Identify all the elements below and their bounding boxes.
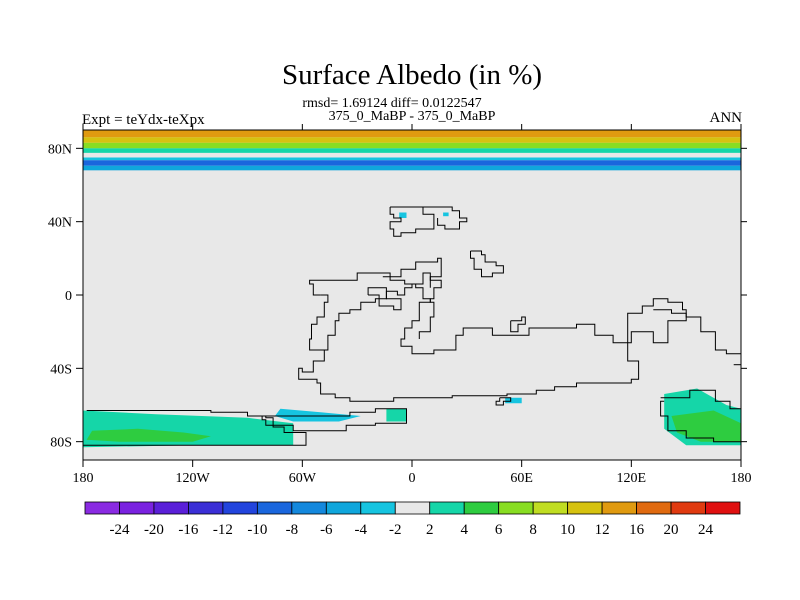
colorbar-label: -12 <box>213 522 233 538</box>
colorbar-swatch <box>567 501 603 515</box>
y-tick-label: 40S <box>50 362 72 377</box>
chart-title: Surface Albedo (in %) <box>282 59 542 91</box>
anomaly-region <box>671 410 741 442</box>
colorbar-swatch <box>119 501 155 515</box>
axis-tick-layer: 180 120W 60W 0 60E 120E 180 80N 40N 0 40S 80S <box>48 124 752 486</box>
colorbar-label: -2 <box>389 522 402 538</box>
colorbar-swatch <box>463 501 500 515</box>
colorbar-label: 16 <box>629 522 645 538</box>
coastline-layer <box>83 206 741 446</box>
colorbar-label: 8 <box>529 522 537 538</box>
latitude-band <box>83 160 741 166</box>
colorbar-label: 12 <box>595 522 610 538</box>
coastline <box>510 316 526 333</box>
latitude-band <box>83 165 741 171</box>
anomaly-region <box>274 408 361 422</box>
y-tick-label: 80N <box>48 142 72 157</box>
colorbar-swatch <box>429 501 465 515</box>
x-tick-label: 0 <box>409 471 416 486</box>
colorbar-swatch <box>256 501 293 515</box>
colorbar-swatch <box>291 501 327 515</box>
coastline <box>660 400 741 446</box>
colorbar-swatch <box>84 501 120 515</box>
coastline <box>382 257 442 288</box>
colorbar-swatch <box>394 501 431 515</box>
latitude-band <box>83 148 741 153</box>
anomaly-region <box>86 428 211 442</box>
colorbar-swatch <box>153 501 189 515</box>
colorbar-swatch <box>222 501 258 515</box>
colorbar-swatch <box>601 501 637 515</box>
latitude-band-layer <box>83 130 741 171</box>
coastline <box>653 309 741 355</box>
coastline <box>495 397 512 406</box>
coastline <box>367 287 402 311</box>
colorbar-swatch <box>188 501 224 515</box>
x-tick-label: 120E <box>617 471 647 486</box>
colorbar: -24 -20 -16 -12 -10 -8 -6 -4 -2 2 4 6 8 10 12 16 20 24 <box>84 501 741 538</box>
subtitle-text: 375_0_MaBP - 375_0_MaBP <box>329 109 496 124</box>
plot-background <box>83 130 741 460</box>
anomaly-region <box>386 408 407 422</box>
coastline <box>389 206 435 237</box>
colorbar-swatch <box>670 501 706 515</box>
coastline <box>412 206 468 230</box>
colorbar-swatch <box>532 501 569 515</box>
anomaly-region <box>399 212 407 218</box>
y-tick-label: 80S <box>50 436 72 451</box>
coastline <box>660 389 741 413</box>
colorbar-label: 20 <box>664 522 679 538</box>
colorbar-label: 4 <box>460 522 468 538</box>
colorbar-label: -20 <box>144 522 164 538</box>
latitude-band <box>83 152 741 158</box>
coastline <box>470 250 504 278</box>
colorbar-label: -4 <box>355 522 368 538</box>
x-tick-label: 180 <box>73 471 94 486</box>
colorbar-swatch <box>636 501 672 515</box>
colorbar-swatch <box>360 501 396 515</box>
x-tick-label: 60W <box>289 471 317 486</box>
latitude-band <box>83 130 741 138</box>
colorbar-label: -24 <box>109 522 129 538</box>
colorbar-label: 6 <box>495 522 503 538</box>
coastline <box>83 410 307 446</box>
coastline <box>261 408 407 432</box>
colorbar-label: 2 <box>426 522 434 538</box>
plot-area <box>82 129 742 461</box>
y-tick-label: 40N <box>48 216 72 231</box>
colorbar-swatch <box>498 501 534 515</box>
season-label: ANN <box>710 110 743 126</box>
expt-label: Expt = teYdx-teXpx <box>82 112 205 128</box>
x-tick-label: 120W <box>176 471 211 486</box>
colorbar-swatch <box>325 501 362 515</box>
anomaly-region <box>505 397 522 404</box>
coastline <box>309 272 435 339</box>
colorbar-swatch <box>705 501 741 515</box>
latitude-band <box>83 137 741 143</box>
coastline <box>298 272 687 402</box>
colorbar-label: 24 <box>698 522 714 538</box>
colorbar-label: -6 <box>320 522 333 538</box>
x-tick-label: 60E <box>510 471 533 486</box>
colorbar-label: -8 <box>286 522 299 538</box>
colorbar-label: -16 <box>178 522 198 538</box>
x-tick-label: 180 <box>731 471 752 486</box>
anomaly-region <box>443 212 449 217</box>
y-tick-label: 0 <box>65 289 72 304</box>
stats-text: rmsd= 1.69124 diff= 0.0122547 <box>302 96 481 111</box>
colorbar-label: 10 <box>560 522 575 538</box>
latitude-band <box>83 157 741 161</box>
colorbar-label: -10 <box>247 522 267 538</box>
latitude-band <box>83 142 741 149</box>
